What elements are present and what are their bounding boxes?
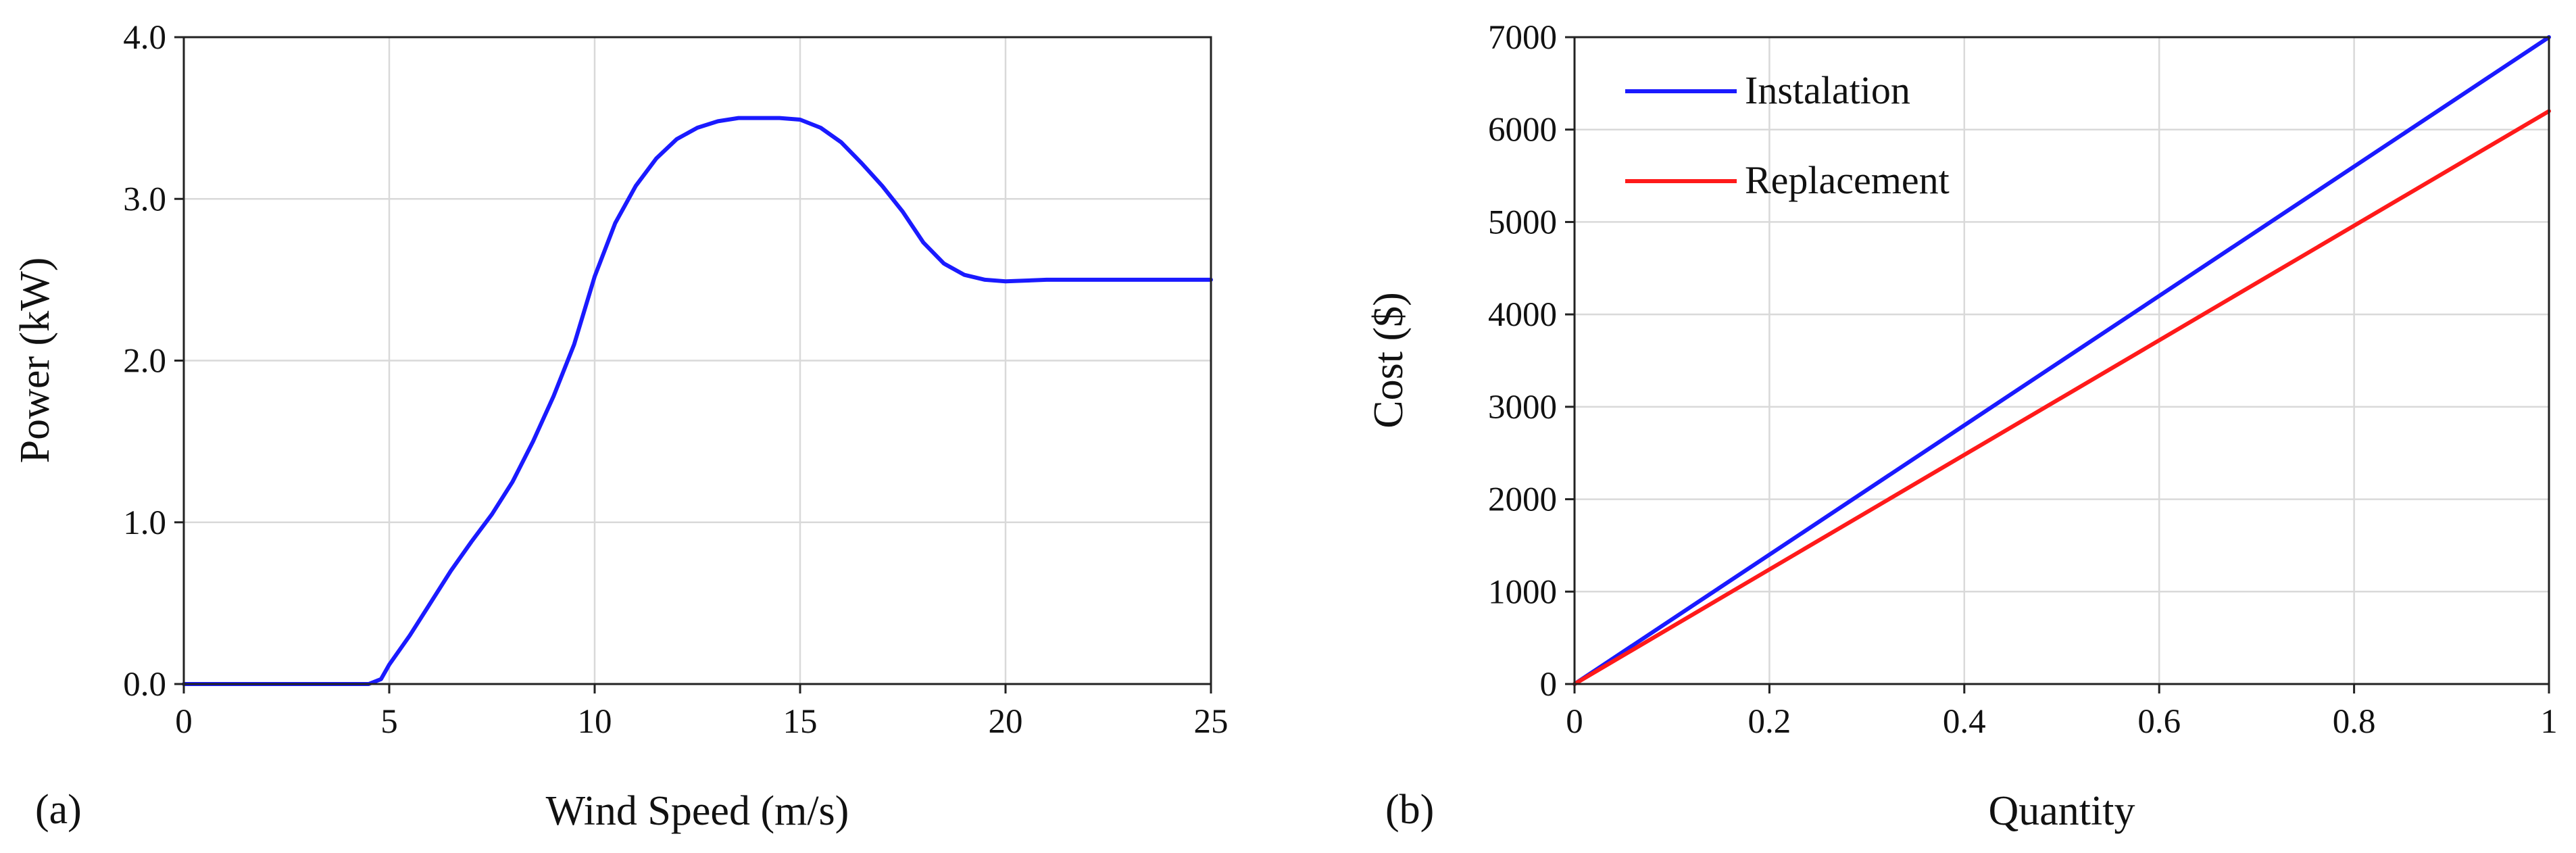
panel-a-ticks [174,36,1212,693]
panel-b-x-tick-labels: 0 0.2 0.4 0.6 0.8 1 [1566,703,2558,741]
legend-label-replacement: Replacement [1745,158,1950,202]
panel-b-ticks [1565,36,2550,693]
panel-a-y-tick-label: 0.0 [123,666,166,704]
panel-b-legend: Instalation Replacement [1625,68,1950,202]
panel-a-series-line-power-curve [182,116,1213,686]
panel-b-x-tick-label: 0.2 [1748,703,1791,741]
panel-b-y-axis-title: Cost ($) [1366,292,1412,429]
panel-a-y-tick-label: 4.0 [123,19,166,57]
panel-b-x-axis-title: Quantity [1989,788,2135,834]
panel-a-x-tick-label: 25 [1194,703,1229,741]
panel-b-series [1572,35,2551,686]
panel-b-y-tick-label: 7000 [1488,19,1557,57]
panel-b-gridlines [1575,37,2549,684]
panel-b-label: (b) [1385,787,1434,833]
panel-b-y-tick-label: 1000 [1488,573,1557,611]
panel-a-label: (a) [35,787,82,833]
panel-a-y-tick-label: 1.0 [123,504,166,542]
panel-b-y-tick-label: 2000 [1488,481,1557,519]
chart-panel-b: 0 0.2 0.4 0.6 0.8 1 0 1000 2000 3000 4000 5000 6000… [1366,19,2558,834]
panel-a-x-tick-label: 10 [578,703,612,741]
panel-b-y-tick-label: 3000 [1488,389,1557,426]
panel-a-y-axis-title: Power (kW) [12,258,58,464]
panel-a-y-tick-label: 3.0 [123,180,166,218]
panel-a-x-tick-label: 5 [380,703,398,741]
panel-b-series-line-replacement [1572,109,2551,686]
panel-a-series [182,116,1213,686]
panel-b-y-tick-label: 5000 [1488,203,1557,241]
panel-a-x-tick-label: 15 [783,703,818,741]
panel-b-y-tick-labels: 0 1000 2000 3000 4000 5000 6000 7000 [1488,19,1557,704]
legend-label-instalation: Instalation [1745,68,1910,112]
panel-a-x-tick-label: 0 [175,703,193,741]
panel-a-x-axis-title: Wind Speed (m/s) [546,788,849,834]
panel-a-y-tick-label: 2.0 [123,343,166,381]
panel-a-y-tick-labels: 0.0 1.0 2.0 3.0 4.0 [123,19,166,704]
panel-b-x-tick-label: 0.8 [2333,703,2376,741]
panel-b-x-tick-label: 1 [2540,703,2558,741]
panel-b-x-tick-label: 0.4 [1943,703,1986,741]
panel-b-x-tick-label: 0.6 [2137,703,2181,741]
panel-b-x-tick-label: 0 [1566,703,1583,741]
panel-b-y-tick-label: 4000 [1488,296,1557,334]
panel-b-y-tick-label: 0 [1540,666,1558,704]
panel-b-plot-frame [1573,36,2550,685]
panel-a-x-tick-labels: 0 5 10 15 20 25 [175,703,1228,741]
panel-b-series-line-instalation [1572,35,2551,686]
panel-b-y-tick-label: 6000 [1488,112,1557,149]
panel-a-x-tick-label: 20 [989,703,1023,741]
chart-panel-a: 0 5 10 15 20 25 0.0 1.0 2.0 3.0 4.0 Wind Speed (m… [12,19,1229,834]
panel-a-gridlines [184,37,1211,684]
